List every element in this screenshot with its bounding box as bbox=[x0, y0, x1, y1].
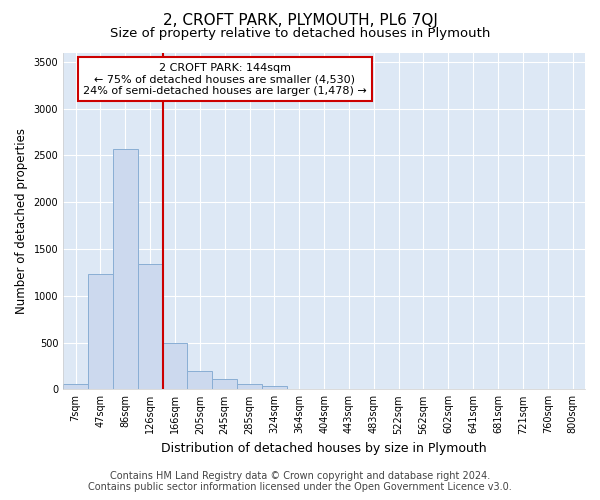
Bar bbox=[262, 386, 287, 390]
Text: Contains HM Land Registry data © Crown copyright and database right 2024.
Contai: Contains HM Land Registry data © Crown c… bbox=[88, 471, 512, 492]
Bar bbox=[287, 388, 311, 390]
Bar bbox=[138, 264, 163, 390]
Bar bbox=[212, 378, 237, 390]
X-axis label: Distribution of detached houses by size in Plymouth: Distribution of detached houses by size … bbox=[161, 442, 487, 455]
Text: 2 CROFT PARK: 144sqm
← 75% of detached houses are smaller (4,530)
24% of semi-de: 2 CROFT PARK: 144sqm ← 75% of detached h… bbox=[83, 62, 367, 96]
Bar bbox=[63, 384, 88, 390]
Bar bbox=[187, 371, 212, 390]
Text: 2, CROFT PARK, PLYMOUTH, PL6 7QJ: 2, CROFT PARK, PLYMOUTH, PL6 7QJ bbox=[163, 12, 437, 28]
Y-axis label: Number of detached properties: Number of detached properties bbox=[15, 128, 28, 314]
Bar bbox=[88, 274, 113, 390]
Text: Size of property relative to detached houses in Plymouth: Size of property relative to detached ho… bbox=[110, 28, 490, 40]
Bar bbox=[237, 384, 262, 390]
Bar bbox=[163, 344, 187, 390]
Bar bbox=[113, 149, 138, 390]
